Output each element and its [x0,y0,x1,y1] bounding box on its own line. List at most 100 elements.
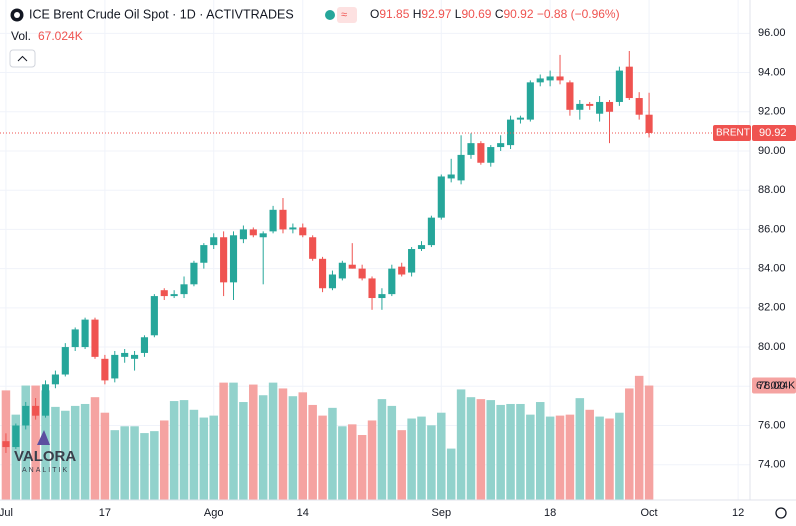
candle-body [506,119,515,146]
candle-body [457,154,465,181]
volume-bar [11,414,21,500]
y-tick-label: 82.00 [758,302,786,314]
volume-bar [565,414,575,500]
candle-body [605,101,614,112]
candle-body [229,235,238,283]
candle-body [91,319,99,357]
candle-body [487,147,495,163]
volume-bar [219,382,228,500]
x-tick-label: Sep [432,507,452,519]
candle-body [417,245,426,250]
candle-body [140,337,149,353]
candle-body [32,405,40,416]
volume-bar [437,412,446,500]
y-tick-label: 86.00 [758,223,786,235]
candle-body [299,227,307,236]
ohlc-value: 90.92 [504,7,534,21]
candle-body [150,296,158,336]
candle-body [467,143,475,155]
volume-bar [516,403,525,500]
volume-bar [555,415,565,500]
candle-body [615,70,623,102]
volume-bar [545,416,555,500]
x-tick-label: 17 [99,507,111,519]
volume-bar [278,388,288,500]
candle-body [645,114,653,133]
volume-bar [90,397,100,500]
volume-bar [120,426,129,500]
volume-bar [140,433,149,500]
collapse-button[interactable] [9,49,36,68]
volume-value: 67.024K [38,29,83,43]
volume-bar [110,430,120,500]
candle-body [437,176,445,218]
candle-body [388,268,396,295]
candle-body [516,117,525,120]
candle-body [289,227,297,230]
volume-tag [752,377,796,394]
candle-layer [2,50,653,453]
candle-body [61,347,69,375]
volume-bar [189,409,199,500]
x-tick-label: 14 [297,507,309,519]
volume-bar [268,382,278,500]
y-tick-label: 94.00 [758,66,786,78]
volume-bar [229,382,238,500]
volume-bar [169,401,179,500]
volume-bar [159,420,169,500]
candle-body [22,405,30,426]
y-tick-label: 84.00 [758,263,786,275]
y-tick-label: 74.00 [758,459,786,471]
volume-bar [357,435,367,500]
y-tick-label: 88.00 [758,184,786,196]
candle-body [269,209,277,232]
candle-body [427,217,435,246]
candle-body [210,237,218,246]
volume-bar [347,424,357,500]
candle-body [625,66,633,99]
chart-title: ICE Brent Crude Oil Spot · 1D · ACTIVTRA… [29,7,294,21]
watermark: VALORA ANALITIK [14,430,76,474]
volume-bar [456,389,466,500]
candle-body [358,268,366,279]
change: −0.88 (−0.96%) [537,7,620,21]
volume-bar [377,399,387,500]
watermark-text: ANALITIK [22,467,69,474]
x-tick-label: Jul [0,507,13,519]
volume-bar [506,403,515,500]
candle-body [160,290,168,297]
candle-body [318,258,327,289]
volume-bar [288,396,298,500]
volume-bar [585,409,594,500]
volume-bar [31,385,40,500]
volume-bar [199,417,209,500]
volume-bar [417,416,426,500]
volume-bar [615,412,624,500]
candle-body [239,229,247,240]
settings-button[interactable] [775,507,787,519]
candle-body [497,143,505,148]
candle-body [556,76,564,81]
ohlc-readout: O91.85 H92.97 L90.69 C90.92 −0.88 (−0.96… [370,7,620,21]
y-tick-label: 80.00 [758,341,786,353]
candle-body [546,76,554,81]
y-tick-label: 92.00 [758,106,786,118]
candle-body [190,262,198,285]
candle-body [566,82,574,110]
symbol-tag [713,124,751,141]
volume-bar [526,414,535,500]
x-tick-label: Ago [204,507,224,519]
candle-body [309,237,317,259]
candle-body [41,384,50,416]
volume-bar [258,395,268,500]
volume-bar [209,415,218,500]
candle-body [279,209,287,230]
volume-bar [70,405,80,500]
volume-bar [308,404,317,500]
symbol-icon [14,12,20,18]
volume-bar [595,416,604,500]
watermark-logo [37,430,50,445]
candle-body [12,425,20,448]
collapse-icon [17,55,28,62]
ohlc-key: C [495,7,504,21]
